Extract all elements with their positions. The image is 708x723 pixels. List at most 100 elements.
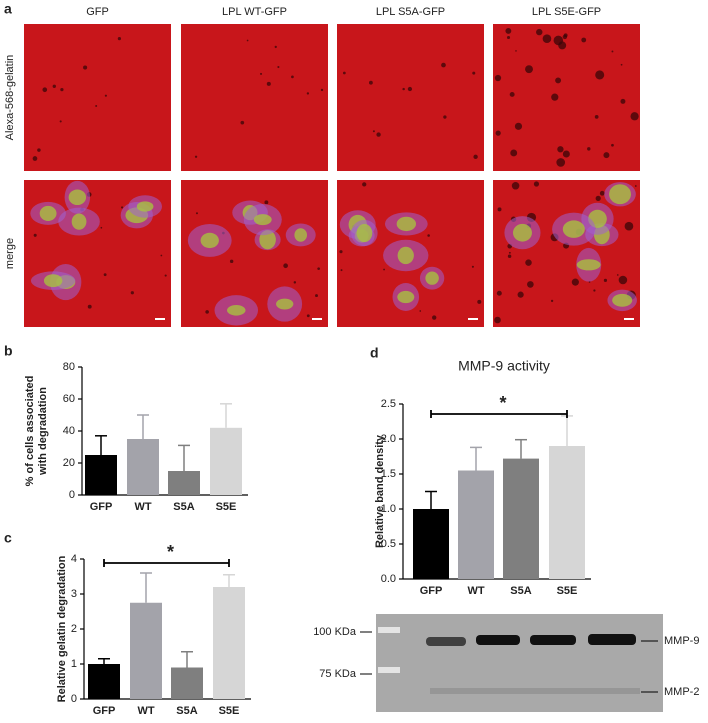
degradation-spot (562, 150, 570, 158)
degradation-spot (103, 273, 107, 277)
degradation-spot (477, 299, 482, 304)
degradation-spot (527, 281, 534, 288)
cell-body (253, 214, 272, 226)
degradation-spot (594, 114, 599, 119)
y-tick-label: 0 (69, 489, 75, 501)
y-tick-label: 1 (71, 658, 77, 670)
bar (549, 446, 585, 579)
western-blot: 100 KDa 75 KDa MMP-9 MMP-2 (313, 614, 699, 712)
blot-band (476, 635, 520, 645)
degradation-spot (595, 195, 601, 201)
bar (210, 427, 242, 495)
x-tick-label: S5A (173, 501, 194, 513)
degradation-spot (620, 63, 623, 66)
x-tick-label: S5E (216, 501, 237, 513)
degradation-spot (266, 81, 271, 86)
degradation-spot (620, 98, 626, 104)
x-tick-label: GFP (90, 501, 113, 513)
micrograph (24, 24, 171, 171)
bar (85, 455, 117, 495)
cell-body (43, 274, 63, 288)
y-axis-label: Relative band density (374, 434, 386, 548)
degradation-spot (33, 233, 37, 237)
degradation-spot (342, 71, 346, 75)
panel-letter: d (370, 345, 379, 361)
degradation-spot (432, 315, 437, 320)
cell-body (397, 246, 414, 265)
cell-body (612, 293, 633, 307)
degradation-spot (372, 130, 375, 133)
degradation-spot (95, 104, 98, 107)
cell-body (397, 290, 415, 304)
cell-body (294, 228, 308, 242)
degradation-spot (362, 182, 367, 187)
degradation-spot (603, 152, 610, 159)
degradation-spot (630, 112, 639, 121)
y-tick-label: 0.5 (381, 538, 396, 550)
degradation-spot (587, 147, 591, 151)
ladder-band (378, 627, 400, 633)
degradation-spot (100, 226, 103, 229)
y-tick-label: 60 (63, 393, 75, 405)
degradation-spot (120, 206, 124, 209)
x-tick-label: GFP (420, 585, 443, 597)
degradation-spot (369, 80, 373, 85)
micrograph (181, 24, 328, 171)
column-header: LPL S5A-GFP (376, 6, 445, 18)
degradation-spot (525, 259, 532, 266)
blot-band (588, 634, 636, 645)
degradation-spot (515, 50, 517, 52)
ladder-band (378, 667, 400, 673)
degradation-spot (557, 146, 564, 153)
cell-body (512, 223, 532, 242)
degradation-spot (603, 278, 608, 282)
degradation-spot (402, 87, 405, 91)
degradation-spot (160, 254, 163, 257)
degradation-spot (164, 274, 167, 277)
cell-body (71, 213, 87, 230)
degradation-spot (536, 28, 543, 36)
degradation-spot (558, 41, 567, 50)
degradation-spot (495, 130, 501, 136)
degradation-spot (339, 250, 343, 254)
image-grid: GFP LPL WT-GFP LPL S5A-GFP LPL S5E-GFP Alexa… (4, 6, 640, 327)
degradation-spot (618, 275, 628, 285)
degradation-spot (195, 212, 198, 215)
degradation-spot (581, 37, 587, 43)
degradation-spot (194, 155, 198, 158)
bar (503, 458, 539, 579)
degradation-spot (550, 299, 554, 303)
row-label: merge (4, 238, 16, 269)
y-tick-label: 40 (63, 425, 75, 437)
cell-body (136, 201, 154, 212)
degradation-spot (229, 259, 234, 264)
y-tick-label: 2 (71, 623, 77, 635)
degradation-spot (562, 34, 568, 40)
cell-body (39, 205, 57, 221)
degradation-spot (496, 290, 502, 296)
degradation-spot (427, 234, 430, 237)
panel-letter: a (4, 1, 12, 17)
degradation-spot (511, 181, 520, 190)
degradation-spot (593, 289, 596, 292)
degradation-spot (443, 115, 447, 119)
degradation-spot (616, 274, 619, 276)
cell-body (396, 216, 417, 232)
degradation-spot (274, 45, 277, 49)
blot-band (530, 635, 576, 645)
y-tick-label: 4 (71, 553, 77, 565)
bar (213, 587, 245, 699)
x-tick-label: S5E (557, 585, 578, 597)
cell-body (200, 232, 219, 249)
degradation-spot (317, 267, 321, 271)
degradation-spot (87, 304, 92, 309)
blot-band (430, 688, 640, 694)
x-tick-label: WT (134, 501, 151, 513)
significance-label: * (167, 542, 174, 562)
marker-label: 75 KDa (319, 668, 357, 680)
degradation-spot (42, 87, 48, 93)
column-header: LPL WT-GFP (222, 6, 287, 18)
degradation-spot (291, 75, 294, 79)
bar (88, 664, 120, 699)
panel-letter: b (4, 343, 13, 359)
